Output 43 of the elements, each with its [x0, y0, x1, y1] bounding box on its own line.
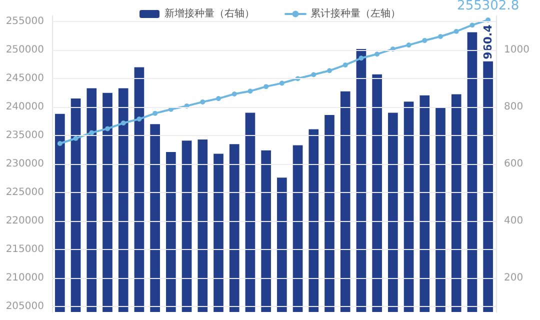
point	[248, 88, 253, 94]
point	[232, 91, 237, 96]
point	[200, 99, 206, 104]
point	[136, 116, 142, 122]
y-tick-label: 235000	[6, 130, 44, 142]
y-tick-label: 250000	[6, 44, 44, 56]
point	[105, 126, 110, 132]
point	[216, 96, 221, 102]
y2-tick-label: 400	[504, 215, 524, 226]
point	[89, 130, 94, 136]
point	[454, 28, 459, 34]
y-tick-label: 220000	[6, 215, 44, 226]
point	[470, 22, 475, 28]
y-tick-label: 215000	[6, 244, 44, 255]
y-tick-label: 255000	[6, 16, 44, 28]
legend-label: 新增接种量（右轴）	[164, 8, 254, 20]
point	[120, 120, 126, 126]
point	[73, 136, 78, 141]
y2-tick-label: 600	[504, 158, 524, 170]
y2-tick-label: 1000	[504, 44, 530, 56]
y-tick-label: 240000	[6, 102, 44, 113]
data-label: 960.4	[482, 24, 495, 60]
legend-label: 累计接种量（左轴）	[310, 8, 400, 20]
point	[57, 141, 62, 146]
point	[374, 52, 380, 57]
point	[342, 62, 348, 68]
y-tick-label: 245000	[6, 73, 44, 84]
data-label: 255302.8	[457, 0, 520, 14]
point	[358, 56, 364, 61]
point	[327, 68, 332, 74]
point	[406, 42, 412, 48]
y-tick-label: 225000	[6, 186, 44, 198]
point	[311, 72, 316, 78]
y-tick-label: 210000	[6, 272, 44, 284]
y-tick-label: 230000	[6, 158, 44, 170]
point	[152, 110, 158, 116]
y2-tick-label: 200	[504, 272, 524, 284]
y-tick-label: 205000	[6, 300, 44, 312]
point	[279, 80, 284, 86]
point	[264, 84, 269, 90]
point	[422, 38, 428, 43]
point	[438, 34, 443, 39]
y2-tick-label: 800	[504, 102, 524, 113]
